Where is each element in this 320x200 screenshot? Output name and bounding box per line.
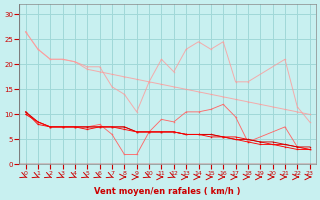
X-axis label: Vent moyen/en rafales ( km/h ): Vent moyen/en rafales ( km/h ) bbox=[94, 187, 241, 196]
